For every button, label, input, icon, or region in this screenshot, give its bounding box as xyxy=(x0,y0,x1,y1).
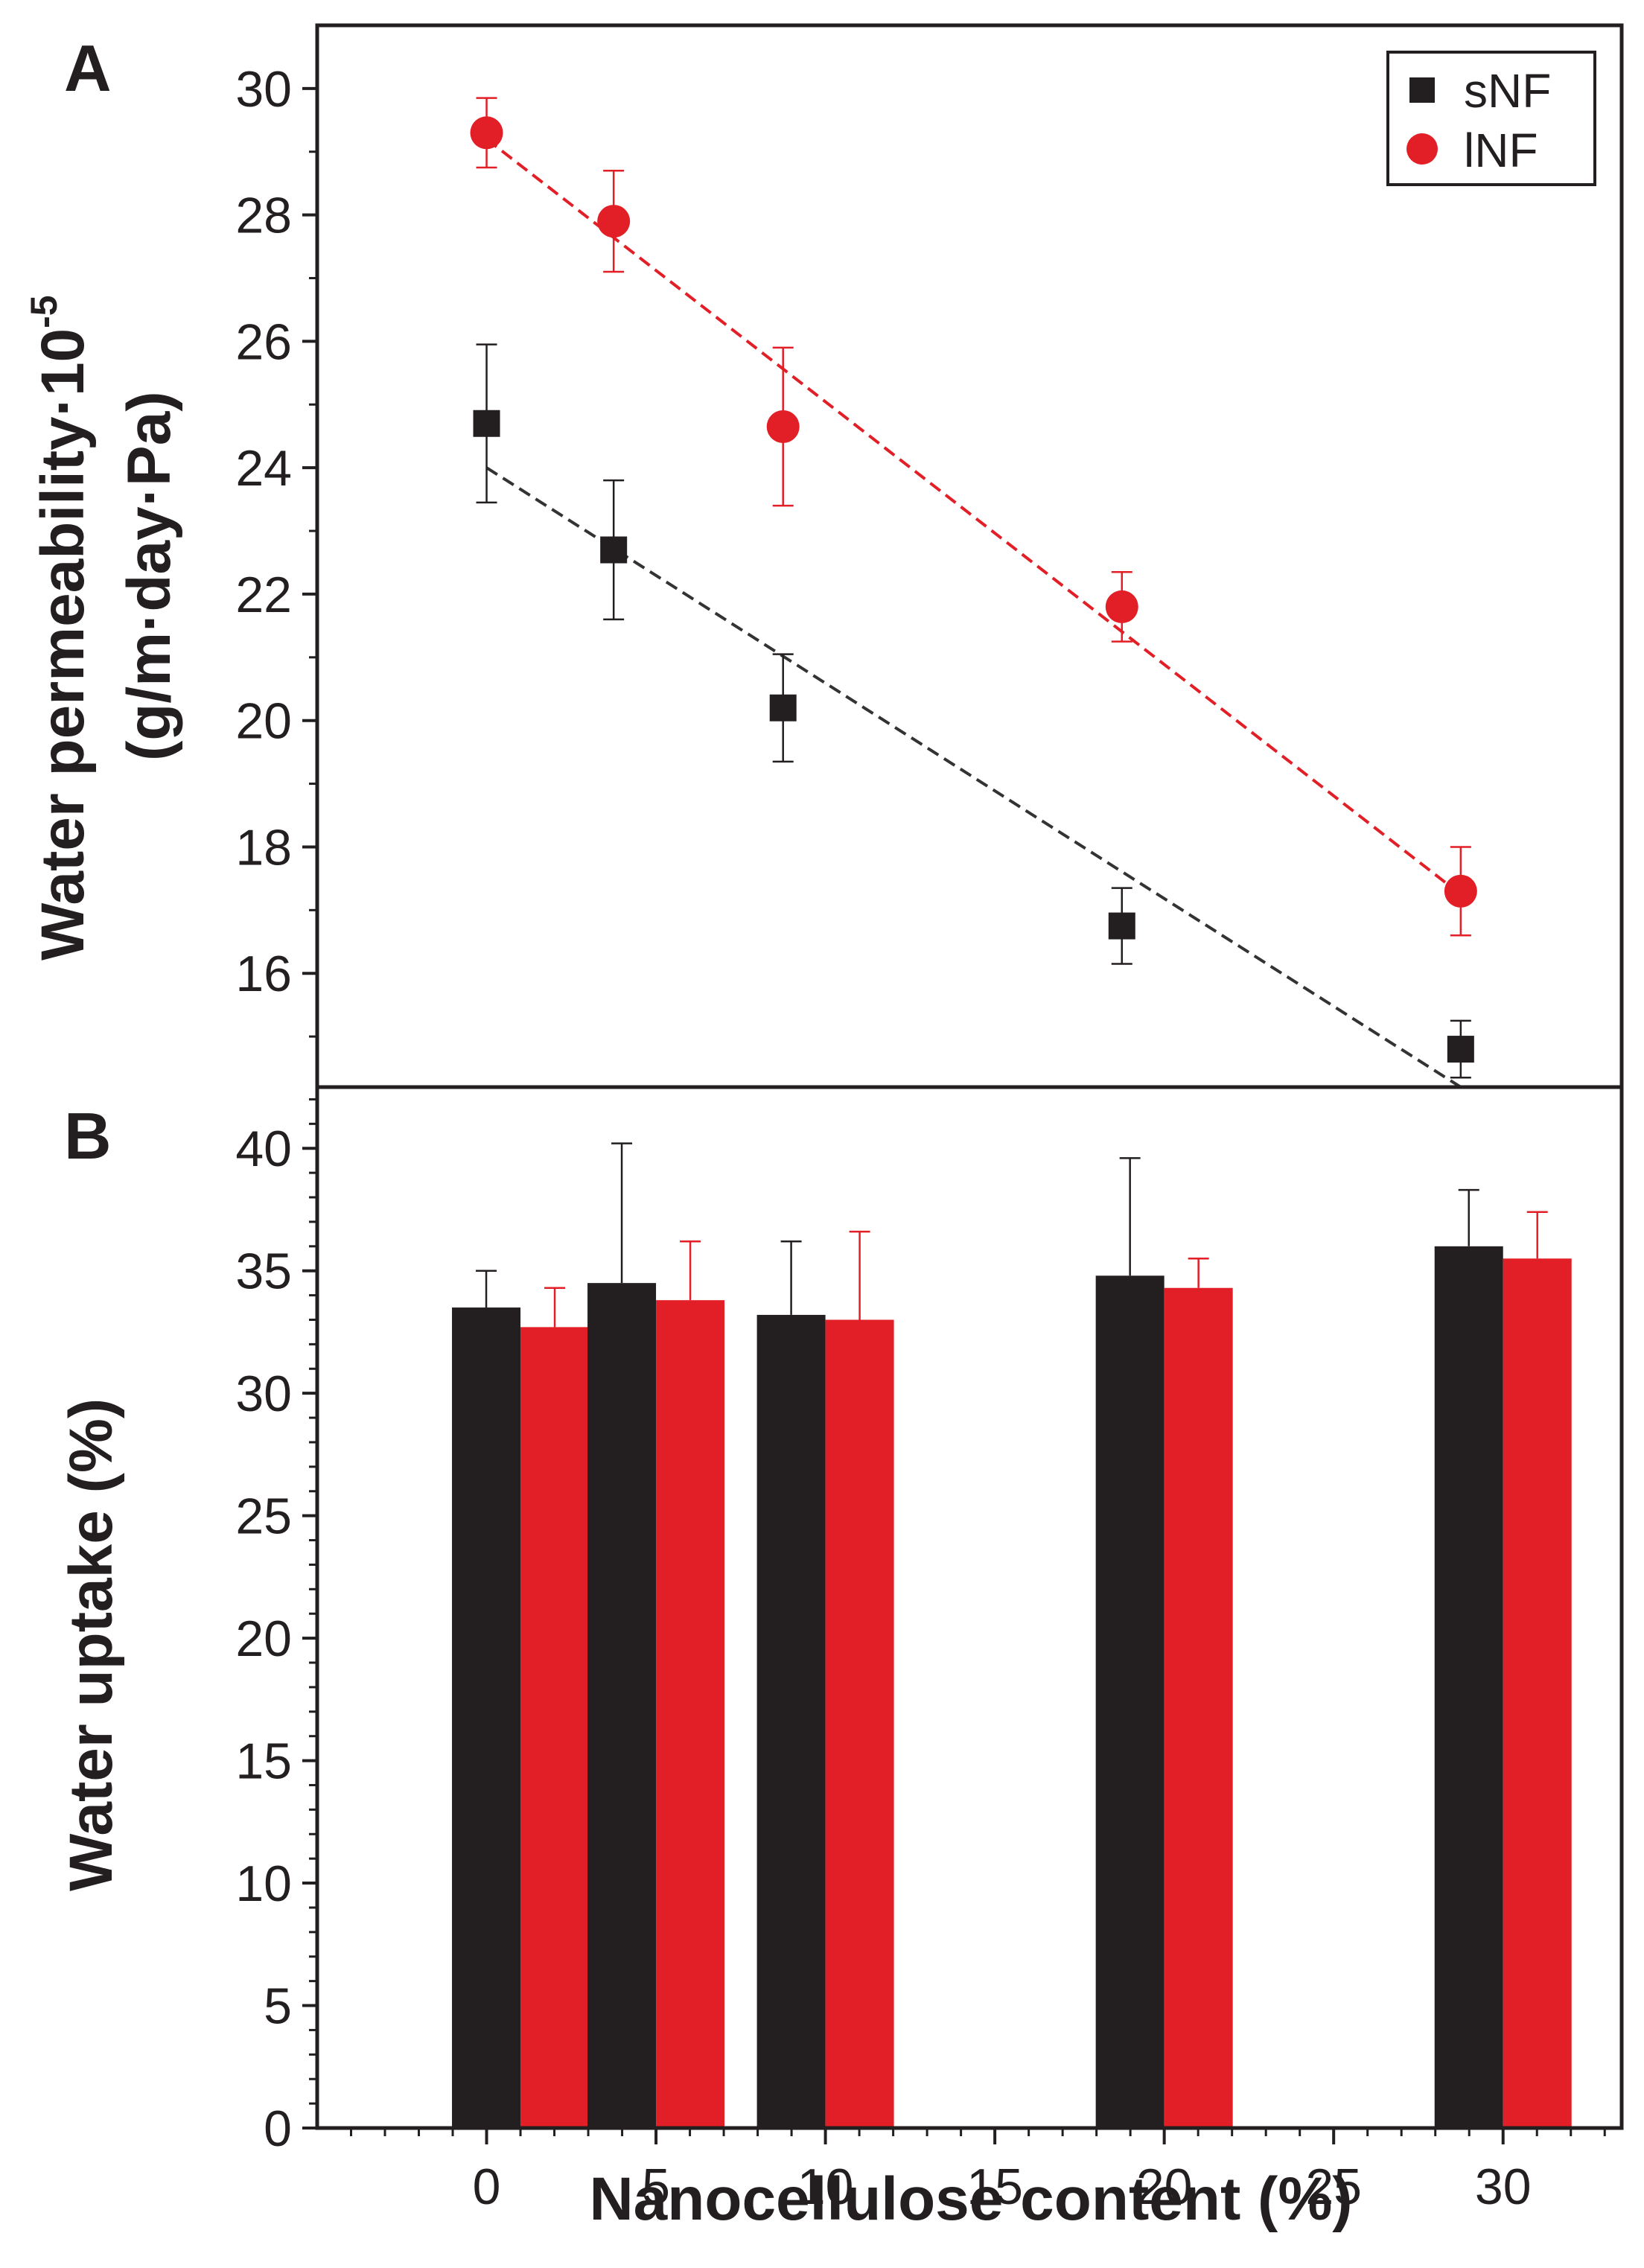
panel-b-x-ticks: 0 5 10 15 20 25 30 xyxy=(350,2128,1606,2215)
data-point-snf xyxy=(600,536,628,564)
panel-b-y-ticks: 0 5 10 15 20 25 30 35 40 xyxy=(235,1098,317,2157)
y-tick-label-b: 5 xyxy=(264,1978,292,2035)
y-tick-label-b: 25 xyxy=(235,1488,292,1545)
y-tick-label-a: 18 xyxy=(235,819,292,876)
data-point-lnf xyxy=(766,410,800,443)
y-tick-label-a: 22 xyxy=(235,567,292,623)
y-tick-label-a: 26 xyxy=(235,313,292,370)
x-tick-label: 0 xyxy=(473,2159,501,2215)
bar-lnf xyxy=(1503,1258,1572,2128)
data-point-lnf xyxy=(1105,590,1138,623)
x-tick-label: 30 xyxy=(1475,2159,1532,2215)
fit-line-lnf xyxy=(485,138,1462,896)
data-point-lnf xyxy=(470,116,503,150)
y-axis-title-a-main: Water permeability·10 xyxy=(29,328,97,961)
bar-lnf xyxy=(825,1319,894,2128)
legend: sNF lNF xyxy=(1386,51,1596,186)
bar-lnf xyxy=(656,1300,725,2128)
y-tick-label-a: 16 xyxy=(235,946,292,1002)
x-tick-label: 5 xyxy=(642,2159,670,2215)
bar-snf xyxy=(1434,1246,1503,2128)
y-tick-label-b: 30 xyxy=(235,1366,292,1422)
y-tick-label-b: 0 xyxy=(264,2100,292,2157)
x-tick-label: 25 xyxy=(1305,2159,1362,2215)
y-tick-label-a: 20 xyxy=(235,693,292,750)
data-point-snf xyxy=(1108,912,1135,940)
plot-frame xyxy=(315,23,1624,2130)
bar-snf xyxy=(756,1314,826,2128)
panel-b-bars xyxy=(452,1246,1572,2128)
legend-label-lnf: lNF xyxy=(1464,124,1538,177)
x-tick-label: 15 xyxy=(966,2159,1023,2215)
y-tick-label-b: 10 xyxy=(235,1856,292,1912)
y-tick-label-a: 28 xyxy=(235,188,292,244)
data-point-lnf xyxy=(1444,874,1477,908)
x-axis-title: Nanocellulose content (%) xyxy=(589,2165,1352,2233)
y-axis-title-a-line2: (g/m·day·Pa) xyxy=(115,391,183,761)
y-axis-title-b: Water uptake (%) xyxy=(57,1398,125,1891)
legend-circle-icon xyxy=(1406,133,1438,165)
panel-a-label: A xyxy=(64,31,112,105)
data-point-lnf xyxy=(597,205,631,238)
panel-a-y-axis-title: Water permeability·10-5 (g/m·day·Pa) xyxy=(23,295,183,961)
data-point-snf xyxy=(473,410,500,437)
y-tick-label-a: 24 xyxy=(235,440,292,497)
panel-b-error-bars xyxy=(476,1142,1548,1328)
panel-b: B 0 5 10 15 20 25 30 35 40 0 5 10 15 20 25 30 Water up… xyxy=(57,1098,1606,2233)
data-point-snf xyxy=(1447,1036,1474,1063)
panel-b-label: B xyxy=(64,1099,112,1173)
y-tick-label-b: 35 xyxy=(235,1243,292,1300)
legend-square-icon xyxy=(1409,77,1435,103)
bar-snf xyxy=(587,1283,657,2128)
panel-a-fit-lines xyxy=(485,138,1462,1089)
panel-a-data-points xyxy=(470,116,1477,1063)
data-point-snf xyxy=(769,694,797,722)
bar-snf xyxy=(1095,1275,1164,2128)
y-tick-label-b: 40 xyxy=(235,1121,292,1177)
panel-a-y-ticks: 16 18 20 22 24 26 28 30 xyxy=(235,61,317,1038)
bar-lnf xyxy=(520,1327,590,2128)
y-axis-title-a-exponent: -5 xyxy=(23,295,65,328)
legend-label-snf: sNF xyxy=(1464,64,1551,118)
y-axis-title-a-line1: Water permeability·10-5 xyxy=(23,295,97,961)
y-tick-label-b: 20 xyxy=(235,1611,292,1667)
bar-snf xyxy=(452,1307,521,2128)
bar-lnf xyxy=(1164,1287,1233,2128)
y-tick-label-a: 30 xyxy=(235,61,292,118)
y-tick-label-b: 15 xyxy=(235,1733,292,1790)
x-tick-label: 10 xyxy=(797,2159,854,2215)
x-tick-label: 20 xyxy=(1136,2159,1193,2215)
panel-a: A 16 18 20 22 24 26 28 30 Water permeability·10… xyxy=(23,31,1596,1089)
